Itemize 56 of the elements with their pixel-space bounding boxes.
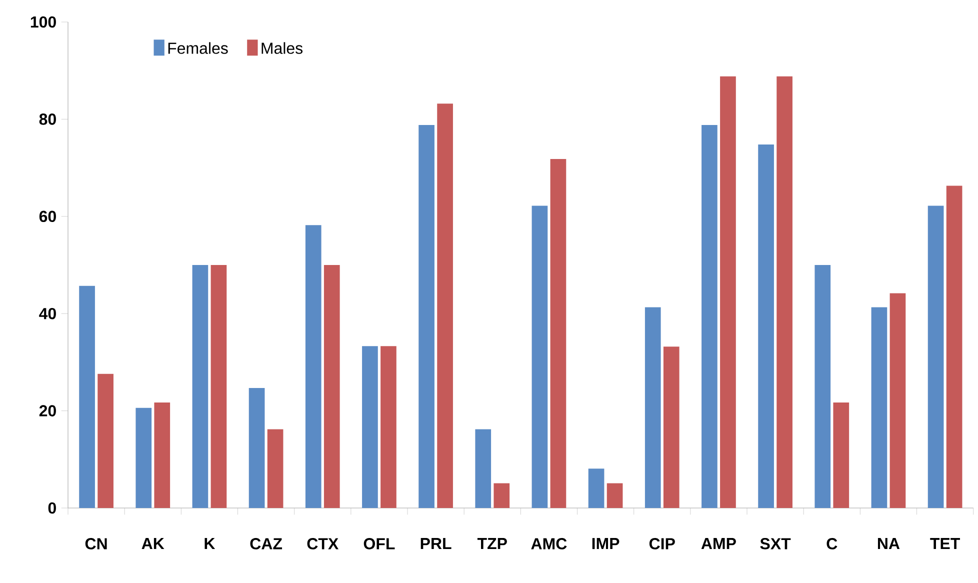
y-tick-label: 40 (39, 308, 56, 320)
y-tick-label: 20 (39, 405, 56, 416)
x-tick-label: AMP (701, 538, 736, 550)
bar (380, 346, 396, 508)
x-tick-label: NA (878, 538, 900, 550)
legend-label: Males (262, 42, 303, 54)
x-tick-label: CAZ (250, 538, 282, 550)
bar (192, 265, 208, 508)
bar (890, 293, 906, 508)
bar (475, 429, 492, 508)
bar (871, 307, 888, 508)
bar (663, 346, 680, 508)
bar (98, 374, 114, 508)
bar (532, 206, 548, 508)
y-tick-label: 0 (48, 502, 56, 514)
bar (418, 125, 434, 508)
x-tick-label: CIP (649, 538, 675, 550)
bar (494, 483, 510, 508)
bar (720, 76, 736, 508)
x-tick-label: TZP (477, 538, 507, 550)
x-tick-label: IMP (592, 538, 620, 550)
bar (267, 429, 284, 508)
bar (833, 402, 850, 508)
bar (305, 225, 322, 508)
x-tick-label: PRL (420, 538, 452, 550)
x-tick-label: C (826, 538, 838, 550)
y-tick-label: 100 (30, 16, 56, 28)
x-tick-label: CN (85, 538, 107, 550)
y-tick-label: 60 (39, 210, 56, 222)
bar (79, 286, 95, 508)
bar (814, 265, 831, 508)
x-tick-label: AMC (531, 538, 567, 550)
x-tick-label: TET (930, 538, 960, 550)
x-tick-label: AK (142, 538, 164, 550)
bar (928, 206, 944, 508)
bar (702, 125, 718, 508)
y-tick-label: 80 (39, 114, 56, 125)
legend-label: Females (168, 42, 228, 54)
x-tick-label: K (204, 538, 216, 550)
x-tick-label: OFL (364, 538, 395, 550)
bar (154, 402, 170, 508)
bar (946, 186, 962, 508)
bar (248, 388, 265, 508)
bar (136, 408, 152, 508)
bar (324, 265, 340, 508)
bar (437, 104, 453, 508)
bar (606, 483, 623, 508)
bar (362, 346, 378, 508)
bar (550, 159, 566, 508)
bar (210, 265, 227, 508)
x-tick-label: SXT (760, 538, 791, 550)
bar (776, 76, 792, 508)
x-tick-label: CTX (307, 538, 338, 550)
bar (644, 307, 661, 508)
bar (588, 468, 604, 508)
bar (758, 144, 774, 508)
